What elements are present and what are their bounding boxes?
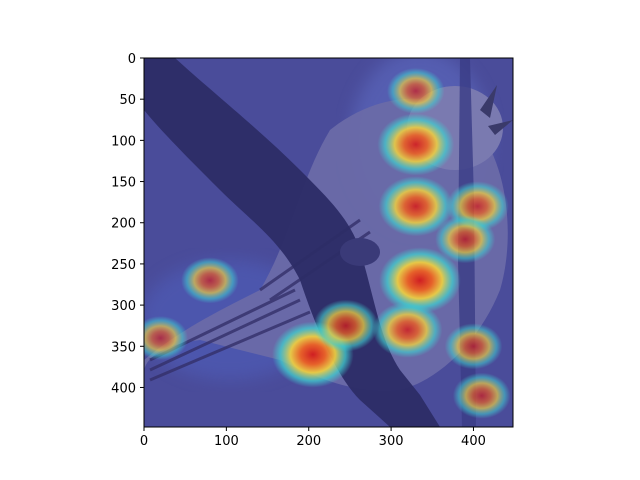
y-tick-label: 0 [128, 52, 136, 67]
heat-spot [313, 299, 379, 352]
bird-beak-lower [488, 120, 513, 135]
x-tick-label: 100 [214, 434, 239, 449]
y-tick-label: 50 [119, 93, 136, 108]
y-tick-label: 250 [111, 258, 136, 273]
heat-spot [444, 323, 503, 370]
overlay-image [144, 58, 513, 427]
y-tick-label: 350 [111, 340, 136, 355]
x-tick-label: 0 [140, 434, 148, 449]
branch-knot [340, 238, 380, 266]
heat-spot [378, 176, 454, 237]
axes-frame [143, 57, 514, 428]
heat-layer [144, 67, 511, 419]
y-axis: 0 50 100 150 200 250 300 350 400 [111, 52, 144, 396]
heat-spot [452, 372, 511, 419]
bird-beak [480, 85, 497, 118]
x-axis: 0 100 200 300 400 [140, 427, 486, 449]
heat-spot [181, 257, 239, 304]
heat-spot [435, 215, 496, 264]
x-tick-label: 200 [296, 434, 321, 449]
heat-spot [379, 247, 461, 314]
y-tick-label: 400 [111, 381, 136, 396]
heat-spot [372, 301, 443, 358]
y-tick-label: 200 [111, 217, 136, 232]
y-tick-label: 100 [111, 134, 136, 149]
x-tick-label: 400 [461, 434, 486, 449]
heat-spot [387, 67, 445, 114]
y-tick-label: 300 [111, 299, 136, 314]
x-tick-label: 300 [379, 434, 404, 449]
y-tick-label: 150 [111, 176, 136, 191]
heat-spot [144, 316, 189, 361]
heat-spot [377, 113, 455, 176]
